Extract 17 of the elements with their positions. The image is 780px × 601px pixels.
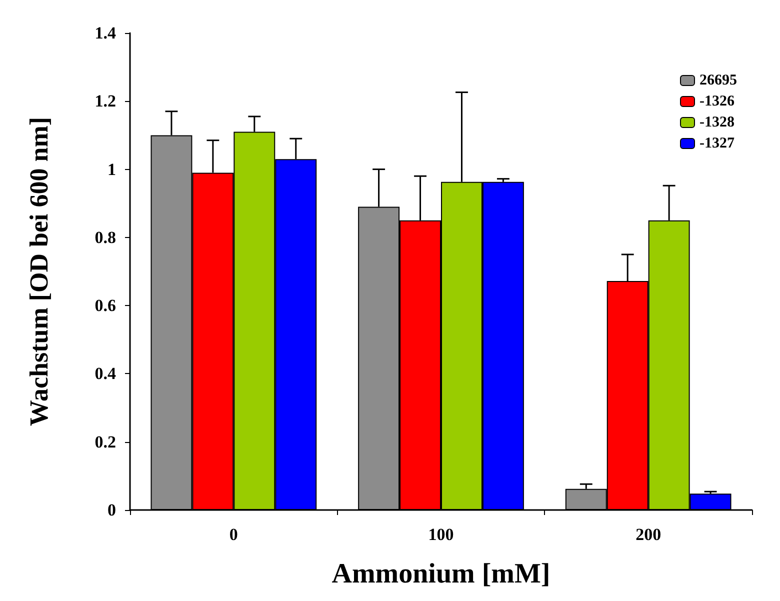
y-tick-label: 1: [108, 160, 116, 179]
x-tick-label: 100: [428, 525, 454, 544]
legend-label: -1328: [700, 114, 734, 130]
y-tick-label: 0.2: [94, 432, 116, 452]
y-axis-title: Wachstum [OD bei 600 nm]: [24, 116, 54, 426]
legend-label: 26695: [700, 72, 737, 88]
legend-label: -1327: [700, 136, 735, 152]
x-tick-label: 0: [229, 525, 238, 544]
legend-label: -1326: [700, 94, 735, 110]
y-tick-label: 0.6: [94, 296, 116, 316]
y-tick-label: 1.2: [94, 92, 116, 111]
y-tick-label: 0: [108, 500, 116, 520]
x-axis-title: Ammonium [mM]: [332, 558, 550, 590]
x-tick-label: 200: [636, 525, 662, 544]
y-tick-label: 0.4: [94, 364, 116, 384]
y-tick-label: 1.4: [94, 24, 116, 42]
y-tick-label: 0.8: [94, 228, 116, 247]
